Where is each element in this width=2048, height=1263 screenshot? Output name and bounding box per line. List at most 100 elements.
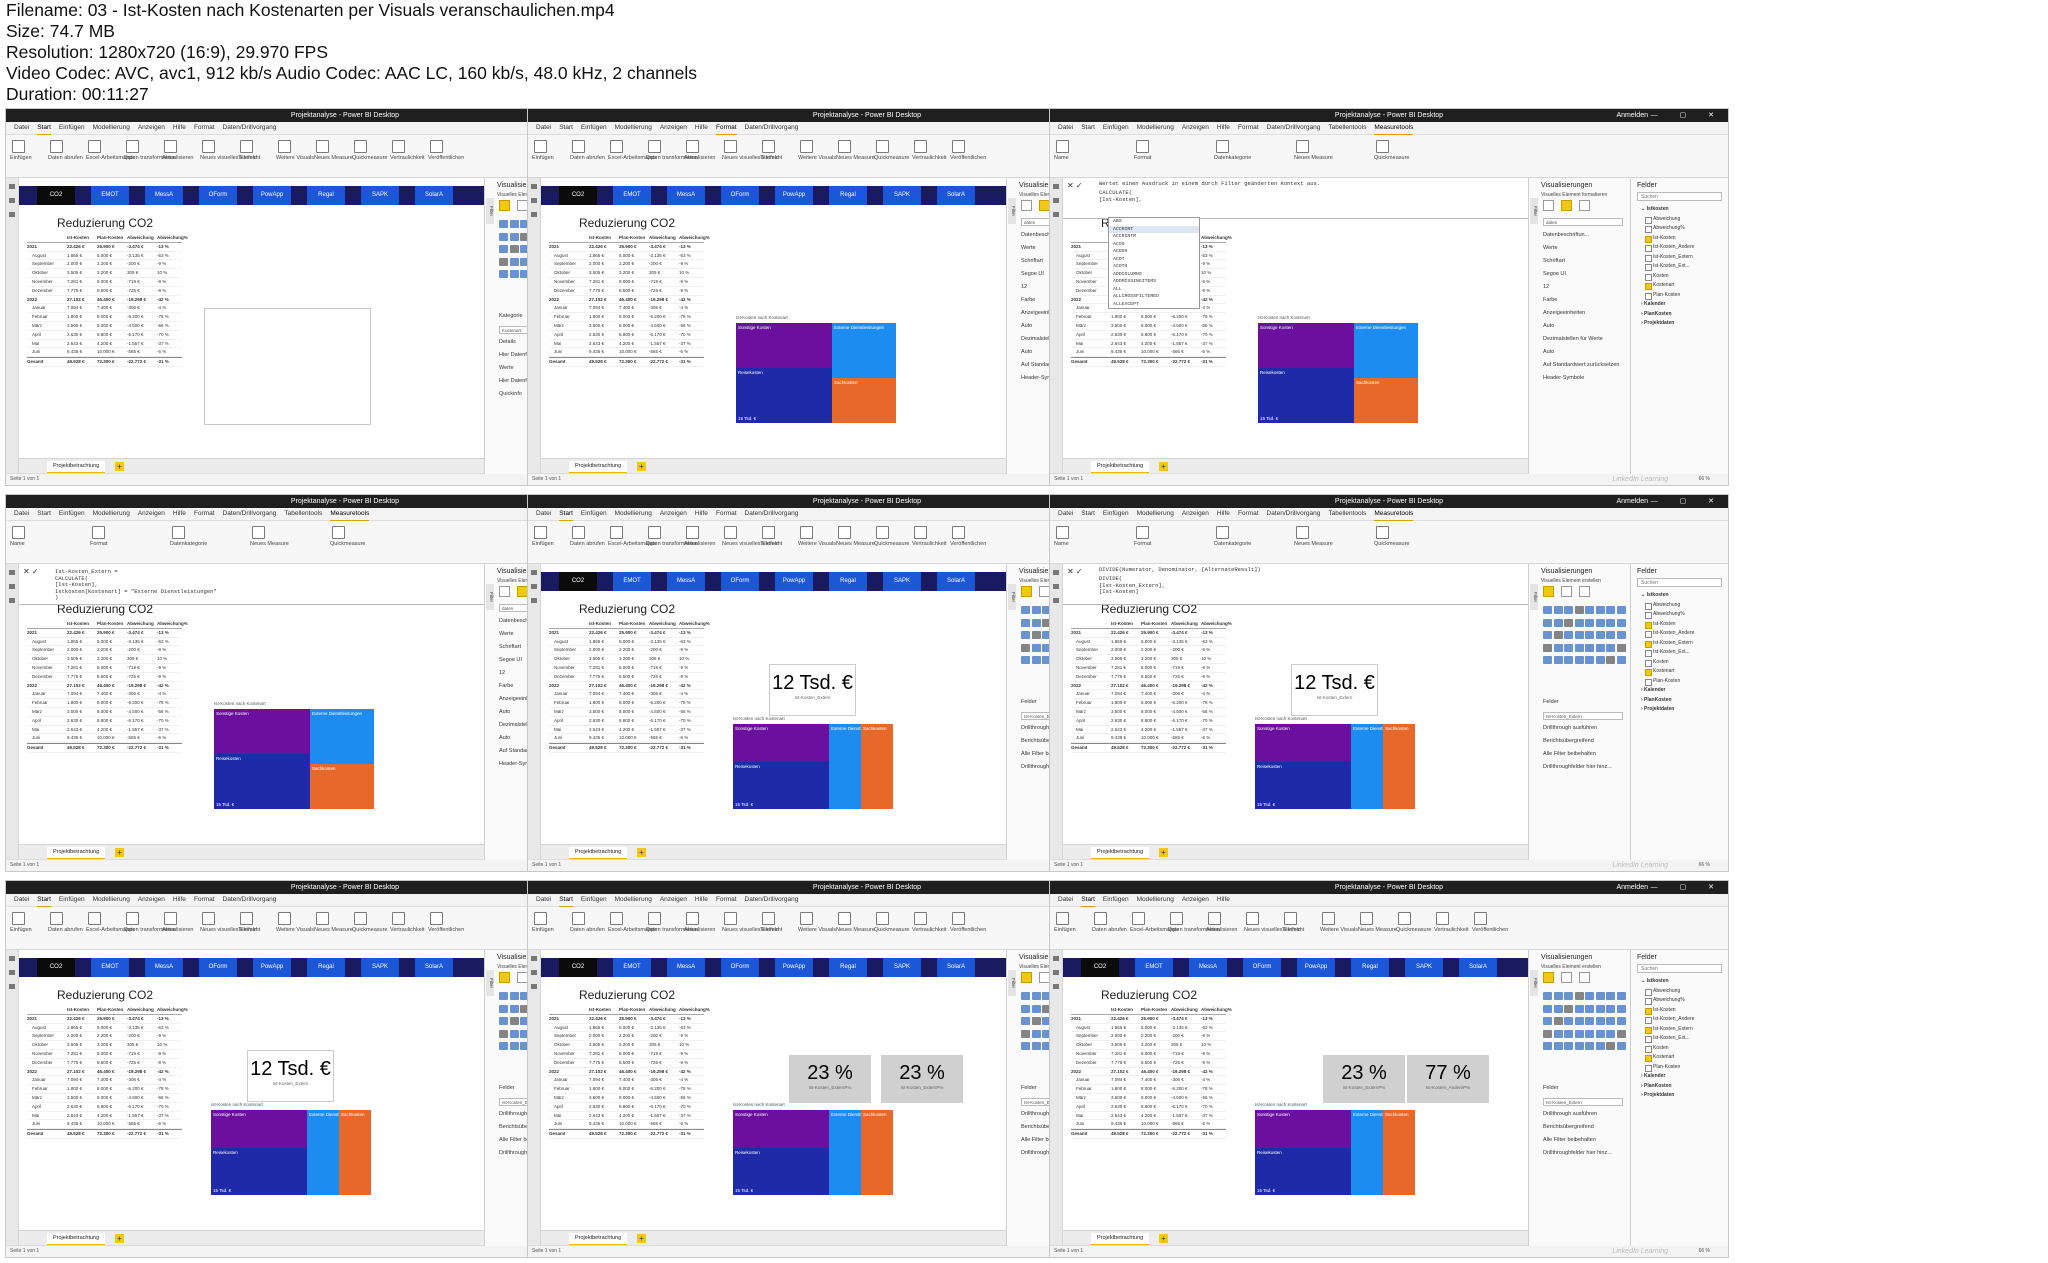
ribbon-button-icon[interactable] [952, 140, 965, 153]
treemap-tile-sachkosten[interactable]: Sachkosten [832, 378, 896, 423]
format-option[interactable]: Auto [1543, 349, 1555, 355]
format-option[interactable]: Werte [499, 631, 514, 637]
menu-item-einf-gen[interactable]: Einfügen [1102, 896, 1129, 903]
visual-type-icon[interactable] [1564, 606, 1573, 614]
ribbon-button-icon[interactable] [12, 140, 25, 153]
treemap-tile-externe-dienstleistungen[interactable]: Externe Dienstleistungen [307, 1110, 339, 1195]
menu-item-modellierung[interactable]: Modellierung [92, 124, 130, 131]
treemap-tile-sonstige-kosten[interactable]: Sonstige Kosten [214, 709, 310, 754]
data-view-icon[interactable] [9, 198, 15, 203]
field-item[interactable]: Kosten [1635, 658, 1726, 668]
report-view-icon[interactable] [531, 184, 537, 189]
ribbon-button-icon[interactable] [430, 912, 443, 925]
treemap-tile-sachkosten[interactable]: Sachkosten [339, 1110, 371, 1195]
visual-type-icon[interactable] [1553, 992, 1563, 1000]
nav-button-powapp[interactable]: PowApp [775, 958, 813, 977]
visual-type-icon[interactable] [520, 1029, 529, 1038]
format-option[interactable]: Anzeigeeinheiten [499, 696, 542, 702]
menu-item-daten-drillvorgang[interactable]: Daten/Drillvorgang [1266, 510, 1321, 517]
ribbon-button-icon[interactable] [914, 140, 927, 153]
menu-item-anzeigen[interactable]: Anzeigen [1181, 124, 1209, 131]
build-visual-icon[interactable] [1021, 972, 1032, 983]
visual-type-icon[interactable] [1574, 1042, 1584, 1050]
autocomplete-item[interactable]: ALL [1113, 286, 1122, 292]
ribbon-button-icon[interactable] [1376, 140, 1389, 153]
model-view-icon[interactable] [1053, 598, 1059, 603]
treemap-tile-reisekosten[interactable]: Reisekosten 15 Tsd. € [736, 368, 832, 423]
field-table[interactable]: › Kalender [1641, 1073, 1666, 1079]
visual-type-icon[interactable] [1042, 1029, 1051, 1038]
visual-type-icon[interactable] [1606, 1042, 1615, 1050]
menu-item-modellierung[interactable]: Modellierung [1136, 510, 1174, 517]
add-page-button[interactable]: + [1159, 848, 1168, 857]
ribbon-button-icon[interactable] [354, 912, 367, 925]
format-option[interactable]: Header-Symbole [1543, 375, 1585, 381]
menu-item-datei[interactable]: Datei [14, 124, 30, 131]
visual-type-icon[interactable] [1031, 643, 1041, 652]
treemap-tile-sonstige-kosten[interactable]: Sonstige Kosten [1258, 323, 1354, 368]
visual-type-icon[interactable] [509, 245, 519, 253]
visual-type-icon[interactable] [1553, 1042, 1563, 1050]
add-page-button[interactable]: + [637, 462, 646, 471]
autocomplete-item[interactable]: ACCRINTM [1113, 234, 1137, 239]
visual-type-icon[interactable] [1021, 1017, 1030, 1025]
menu-item-daten-drillvorgang[interactable]: Daten/Drillvorgang [744, 896, 799, 903]
ribbon-button-icon[interactable] [724, 526, 737, 539]
data-view-icon[interactable] [1053, 584, 1059, 589]
model-view-icon[interactable] [9, 598, 15, 603]
visual-type-icon[interactable] [1543, 1029, 1552, 1038]
field-checkbox[interactable] [1645, 216, 1652, 224]
nav-button-sapk[interactable]: SAPK [883, 186, 921, 205]
visual-type-icon[interactable] [1564, 643, 1573, 652]
nav-button-sapk[interactable]: SAPK [883, 958, 921, 977]
treemap-visual[interactable]: Ist-Kosten nach Kostenart Sonstige Kosten… [1255, 716, 1415, 809]
visual-type-icon[interactable] [1616, 1042, 1626, 1050]
menu-item-datei[interactable]: Datei [536, 510, 552, 517]
autocomplete-item[interactable]: ALLEXCEPT [1113, 301, 1139, 307]
visual-type-icon[interactable] [1585, 656, 1594, 664]
ribbon-button-icon[interactable] [1474, 912, 1487, 925]
ribbon-button-icon[interactable] [686, 140, 699, 153]
nav-button-powapp[interactable]: PowApp [1297, 958, 1335, 977]
menu-item-einf-gen[interactable]: Einfügen [1102, 124, 1129, 131]
visual-type-icon[interactable] [509, 1017, 519, 1025]
visual-type-icon[interactable] [1031, 606, 1041, 614]
menu-item-measuretools[interactable]: Measuretools [1374, 122, 1414, 135]
menu-item-start[interactable]: Start [1081, 894, 1095, 907]
data-view-icon[interactable] [9, 970, 15, 975]
report-view-icon[interactable] [531, 956, 537, 961]
menu-item-einf-gen[interactable]: Einfügen [58, 510, 85, 517]
visual-type-icon[interactable] [499, 992, 508, 1000]
add-page-button[interactable]: + [115, 462, 124, 471]
menu-item-modellierung[interactable]: Modellierung [614, 896, 652, 903]
field-checkbox[interactable] [1645, 1007, 1652, 1015]
ribbon-button-icon[interactable] [1056, 526, 1069, 539]
format-option[interactable]: Datenbeschriftun... [499, 618, 546, 624]
visual-type-icon[interactable] [1564, 1029, 1573, 1038]
field-checkbox[interactable] [1645, 621, 1652, 629]
treemap-tile-sachkosten[interactable]: Sachkosten [861, 1110, 893, 1195]
ribbon-button-icon[interactable] [648, 526, 661, 539]
menu-item-modellierung[interactable]: Modellierung [92, 896, 130, 903]
window-controls[interactable]: — ▢ ✕ [1650, 884, 1724, 891]
field-table[interactable]: › Projektdaten [1641, 706, 1675, 712]
visual-type-icon[interactable] [1543, 992, 1552, 1000]
visual-type-icon[interactable] [1042, 643, 1051, 652]
treemap-visual[interactable]: Ist-Kosten nach Kostenart Sonstige Kosten… [733, 1102, 893, 1195]
field-item[interactable]: Abweichung% [1635, 610, 1726, 620]
nav-button-oform[interactable]: OForm [721, 958, 759, 977]
menu-item-anzeigen[interactable]: Anzeigen [137, 510, 165, 517]
field-table-istkosten[interactable]: ⌄ Istkosten [1641, 978, 1669, 984]
menu-item-einf-gen[interactable]: Einfügen [1102, 510, 1129, 517]
format-search-input[interactable]: daten [1543, 218, 1623, 226]
nav-button-solara[interactable]: SolarA [415, 958, 453, 977]
menu-item-format[interactable]: Format [193, 124, 215, 131]
analytics-icon[interactable] [1579, 586, 1590, 597]
dax-formula-bar[interactable]: ✕ ✓ Ist-Kosten_Extern = CALCULATE([Ist-Kos… [19, 564, 484, 605]
visual-type-icon[interactable] [1595, 656, 1605, 664]
autocomplete-item[interactable]: ACOSH [1113, 249, 1128, 254]
